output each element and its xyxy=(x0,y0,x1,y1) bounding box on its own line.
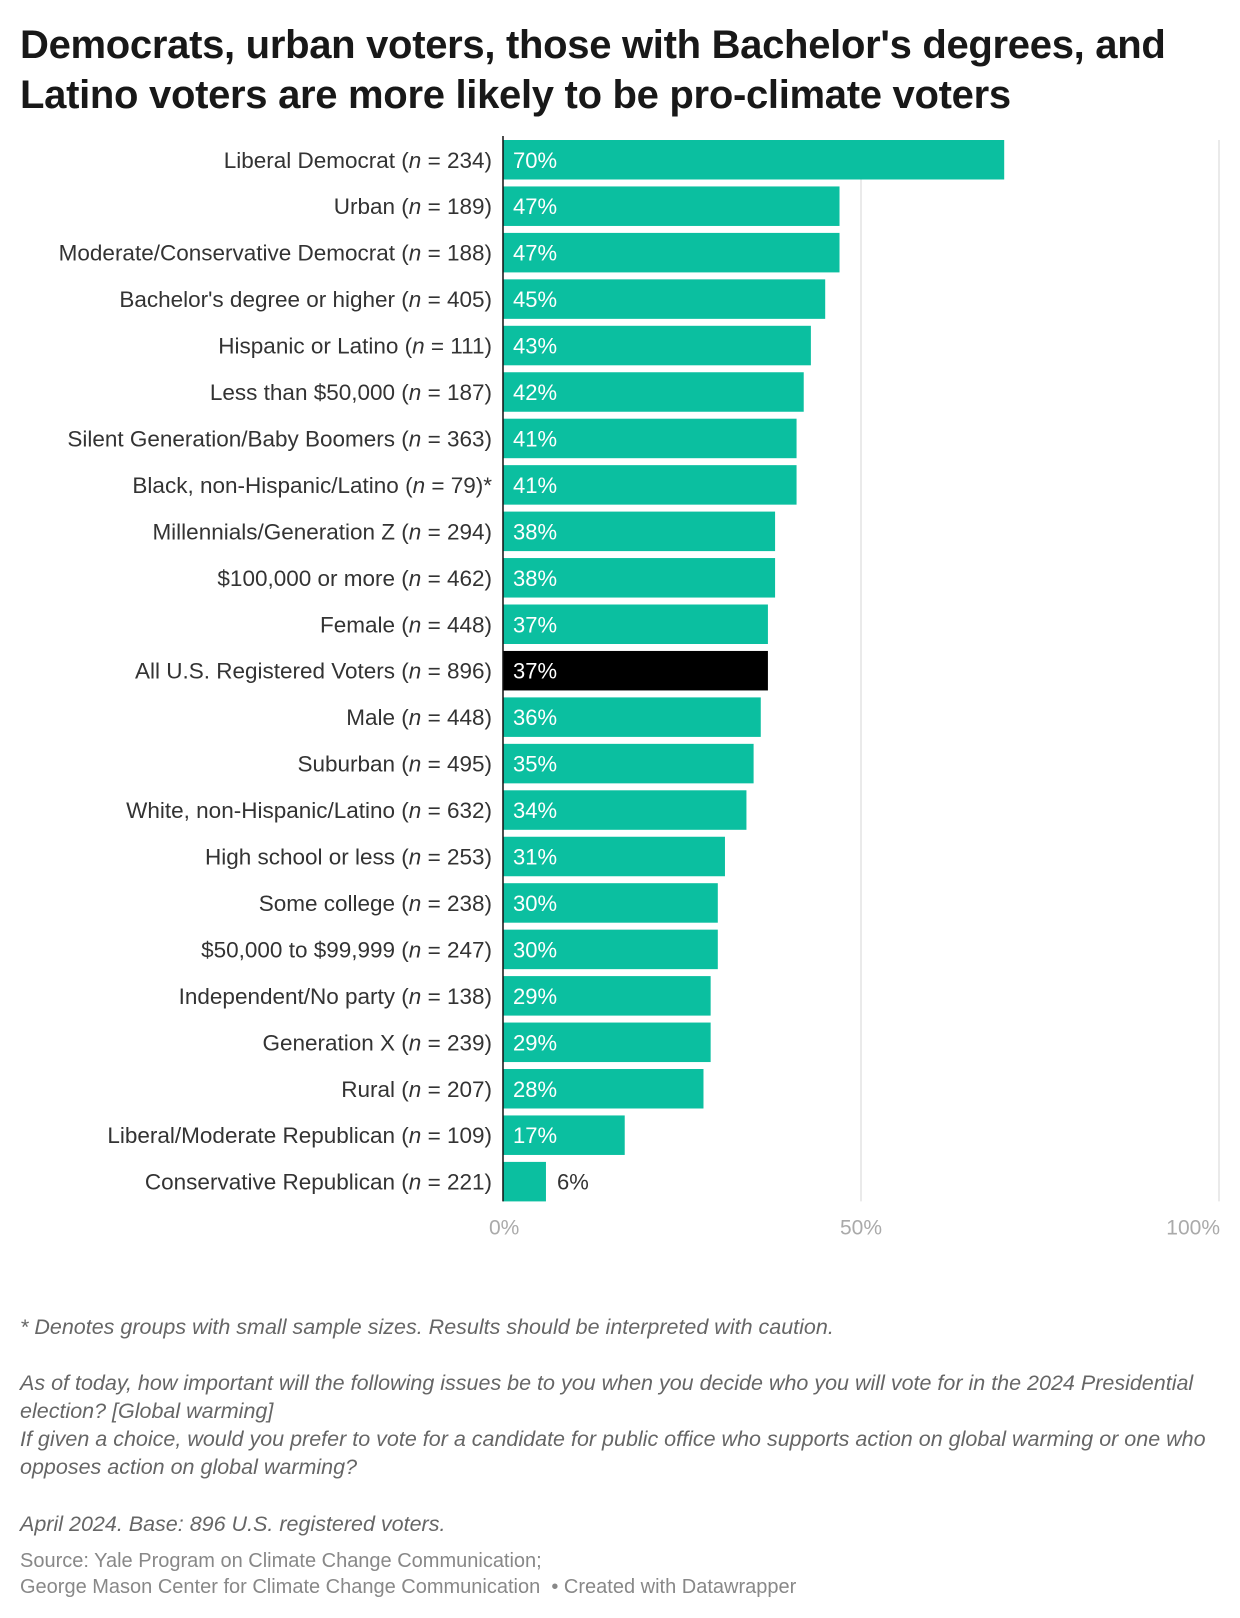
category-label: Generation X (n = 239) xyxy=(262,1030,492,1055)
bar xyxy=(503,743,754,784)
bar xyxy=(503,186,840,226)
value-label: 43% xyxy=(513,334,557,359)
bar xyxy=(503,511,776,552)
value-label: 29% xyxy=(513,1030,557,1055)
value-label: 37% xyxy=(513,659,557,684)
category-label: Male (n = 448) xyxy=(346,705,492,730)
value-label: 36% xyxy=(513,705,557,730)
value-label: 38% xyxy=(513,566,557,591)
category-label: Rural (n = 207) xyxy=(341,1077,492,1102)
category-label: $100,000 or more (n = 462) xyxy=(217,566,492,591)
source-org: George Mason Center for Climate Change C… xyxy=(20,1576,541,1598)
source-line-1: Source: Yale Program on Climate Change C… xyxy=(20,1550,542,1572)
survey-question-2: If given a choice, would you prefer to v… xyxy=(20,1427,1206,1479)
category-label: Some college (n = 238) xyxy=(259,891,492,916)
bar xyxy=(503,604,768,644)
value-label: 42% xyxy=(513,380,557,405)
category-label: Suburban (n = 495) xyxy=(297,752,492,777)
value-label: 37% xyxy=(513,612,557,637)
category-label: Silent Generation/Baby Boomers (n = 363) xyxy=(67,426,492,451)
bar xyxy=(503,697,761,737)
base-note: April 2024. Base: 896 U.S. registered vo… xyxy=(20,1512,446,1536)
bar xyxy=(503,465,797,505)
value-label: 41% xyxy=(513,473,557,498)
value-label: 31% xyxy=(513,845,557,870)
category-label: $50,000 to $99,999 (n = 247) xyxy=(201,937,492,962)
value-label: 29% xyxy=(513,984,557,1009)
datawrapper-credit[interactable]: • Created with Datawrapper xyxy=(551,1576,797,1598)
bar xyxy=(503,418,797,459)
category-label: Millennials/Generation Z (n = 294) xyxy=(152,519,492,544)
category-label: Bachelor's degree or higher (n = 405) xyxy=(119,287,492,312)
bar xyxy=(503,558,776,598)
category-label: White, non-Hispanic/Latino (n = 632) xyxy=(126,798,492,823)
bar xyxy=(503,836,725,877)
survey-question-1: As of today, how important will the foll… xyxy=(20,1371,1194,1423)
bar xyxy=(503,929,718,970)
bar xyxy=(503,1161,546,1202)
category-label: Liberal Democrat (n = 234) xyxy=(224,148,492,173)
category-label: Hispanic or Latino (n = 111) xyxy=(218,334,492,359)
value-label: 35% xyxy=(513,752,557,777)
category-label: All U.S. Registered Voters (n = 896) xyxy=(135,659,492,684)
value-label: 30% xyxy=(513,937,557,962)
value-label: 70% xyxy=(513,148,557,173)
bar xyxy=(503,279,826,319)
bar-chart: 0% 50% 100% Liberal Democrat (n = 234) 70% Ur… xyxy=(59,136,1220,1239)
bar xyxy=(503,883,718,923)
category-label: Less than $50,000 (n = 187) xyxy=(210,380,492,405)
value-label: 34% xyxy=(513,798,557,823)
value-label: 30% xyxy=(513,891,557,916)
category-label: Moderate/Conservative Democrat (n = 188) xyxy=(59,241,492,266)
source-line-2: George Mason Center for Climate Change C… xyxy=(20,1574,796,1600)
bar xyxy=(503,1022,711,1063)
value-label: 47% xyxy=(513,194,557,219)
chart-title: Democrats, urban voters, those with Bach… xyxy=(20,23,1166,117)
category-label: Conservative Republican (n = 221) xyxy=(145,1170,492,1195)
category-label: Urban (n = 189) xyxy=(334,194,492,219)
bar xyxy=(503,372,804,412)
bar xyxy=(503,1115,625,1155)
category-label: Black, non-Hispanic/Latino (n = 79)* xyxy=(132,473,492,498)
x-tick-label: 0% xyxy=(489,1216,519,1239)
bar xyxy=(503,1069,704,1109)
caution-note: * Denotes groups with small sample sizes… xyxy=(20,1315,834,1339)
value-label: 41% xyxy=(513,426,557,451)
value-label: 45% xyxy=(513,287,557,312)
category-label: Female (n = 448) xyxy=(320,612,492,637)
value-label: 28% xyxy=(513,1077,557,1102)
bar xyxy=(503,976,711,1016)
value-label: 6% xyxy=(557,1170,589,1195)
value-label: 47% xyxy=(513,241,557,266)
x-tick-label: 50% xyxy=(840,1216,882,1239)
bar xyxy=(503,140,1005,180)
x-tick-label: 100% xyxy=(1166,1216,1220,1239)
bar xyxy=(503,790,747,830)
category-label: Independent/No party (n = 138) xyxy=(179,984,492,1009)
value-label: 38% xyxy=(513,519,557,544)
value-label: 17% xyxy=(513,1123,557,1148)
bar xyxy=(503,650,768,691)
category-label: Liberal/Moderate Republican (n = 109) xyxy=(107,1123,492,1148)
category-label: High school or less (n = 253) xyxy=(205,845,492,870)
bar xyxy=(503,325,811,366)
bar xyxy=(503,232,840,273)
